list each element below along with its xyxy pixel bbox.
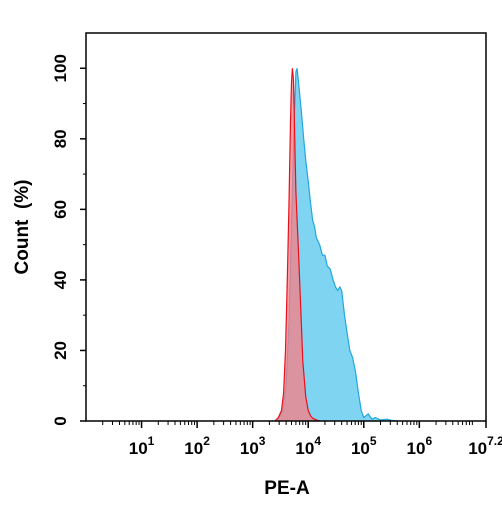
x-tick-label: 107.2: [468, 434, 502, 458]
y-tick-label: 20: [51, 341, 70, 360]
y-tick-label: 80: [51, 129, 70, 148]
axes: 0 20 40 60 80 100 101 102 103 104 105 106 107.2: [51, 54, 502, 458]
x-tick-label: 104: [295, 434, 321, 458]
y-tick-label: 100: [51, 54, 70, 82]
y-tick-label: 40: [51, 270, 70, 289]
x-tick-label: 103: [240, 434, 266, 458]
y-tick-label: 0: [51, 416, 70, 425]
y-tick-label: 60: [51, 200, 70, 219]
series-1-line: [275, 68, 398, 422]
x-tick-label: 105: [351, 434, 377, 458]
plot-area: [274, 68, 398, 422]
series-1-area: [275, 68, 398, 422]
x-axis-label: PE-A: [264, 478, 310, 499]
series-2-line: [274, 68, 320, 422]
x-tick-label: 102: [184, 434, 210, 458]
x-tick-label: 106: [407, 434, 433, 458]
x-tick-label: 101: [129, 434, 155, 458]
y-axis-label: Count (%): [12, 180, 33, 275]
